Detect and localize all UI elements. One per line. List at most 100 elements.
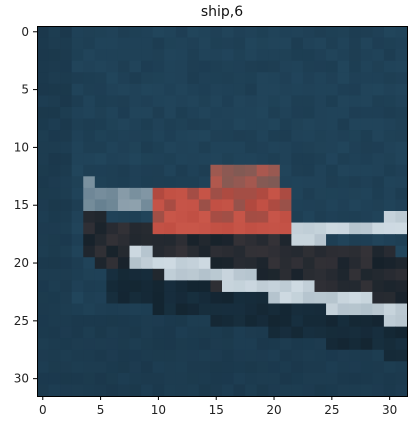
image-pixel	[37, 372, 50, 385]
image-pixel	[71, 245, 84, 258]
image-pixel	[37, 83, 50, 96]
image-pixel	[326, 291, 339, 304]
image-pixel	[83, 338, 96, 351]
image-pixel	[314, 372, 327, 385]
image-pixel	[326, 49, 339, 62]
image-pixel	[187, 60, 200, 73]
image-pixel	[372, 372, 385, 385]
image-pixel	[349, 211, 362, 224]
image-pixel	[302, 384, 315, 397]
image-pixel	[326, 95, 339, 108]
image-pixel	[245, 187, 258, 200]
image-pixel	[326, 141, 339, 154]
image-pixel	[268, 176, 281, 189]
image-pixel	[372, 187, 385, 200]
image-pixel	[175, 257, 188, 270]
image-pixel	[372, 303, 385, 316]
image-pixel	[279, 130, 292, 143]
image-pixel	[337, 72, 350, 85]
image-pixel	[187, 372, 200, 385]
image-pixel	[360, 326, 373, 339]
image-pixel	[48, 384, 61, 397]
image-pixel	[395, 118, 408, 131]
image-title: ship,6	[200, 4, 244, 20]
image-pixel	[164, 130, 177, 143]
image-pixel	[268, 326, 281, 339]
image-pixel	[291, 37, 304, 50]
image-pixel	[395, 83, 408, 96]
image-pixel	[268, 315, 281, 328]
image-pixel	[83, 372, 96, 385]
image-pixel	[175, 372, 188, 385]
image-pixel	[349, 315, 362, 328]
image-pixel	[245, 37, 258, 50]
image-pixel	[222, 72, 235, 85]
image-pixel	[291, 372, 304, 385]
image-pixel	[302, 26, 315, 39]
image-pixel	[175, 303, 188, 316]
image-pixel	[210, 83, 223, 96]
image-pixel	[383, 187, 396, 200]
image-pixel	[141, 83, 154, 96]
image-pixel	[383, 95, 396, 108]
image-pixel	[256, 106, 269, 119]
image-pixel	[279, 83, 292, 96]
image-pixel	[175, 153, 188, 166]
image-pixel	[37, 211, 50, 224]
x-axis: 0 5 10 15 20 25 30	[39, 396, 397, 417]
image-pixel	[256, 26, 269, 39]
image-pixel	[152, 361, 165, 374]
image-pixel	[337, 211, 350, 224]
image-pixel	[383, 176, 396, 189]
image-pixel	[360, 83, 373, 96]
image-pixel	[60, 338, 73, 351]
image-pixel	[129, 257, 142, 270]
image-pixel	[326, 303, 339, 316]
image-pixel	[129, 164, 142, 177]
image-pixel	[83, 257, 96, 270]
image-pixel	[337, 338, 350, 351]
image-pixel	[83, 106, 96, 119]
image-pixel	[279, 118, 292, 131]
image-pixel	[37, 164, 50, 177]
image-pixel	[175, 60, 188, 73]
image-pixel	[395, 95, 408, 108]
image-pixel	[198, 130, 211, 143]
image-pixel	[117, 176, 130, 189]
image-pixel	[129, 291, 142, 304]
image-pixel	[129, 49, 142, 62]
image-pixel	[349, 26, 362, 39]
image-pixel	[233, 176, 246, 189]
image-pixel	[383, 338, 396, 351]
image-pixel	[314, 326, 327, 339]
image-pixel	[291, 211, 304, 224]
image-pixel	[360, 106, 373, 119]
image-pixel	[314, 384, 327, 397]
image-pixel	[291, 60, 304, 73]
image-pixel	[48, 291, 61, 304]
image-pixel	[233, 372, 246, 385]
image-pixel	[302, 280, 315, 293]
image-pixel	[360, 176, 373, 189]
image-pixel	[94, 49, 107, 62]
image-pixel	[337, 26, 350, 39]
image-pixel	[94, 384, 107, 397]
image-pixel	[106, 49, 119, 62]
image-pixel	[187, 95, 200, 108]
image-pixel	[349, 141, 362, 154]
image-pixel	[245, 141, 258, 154]
image-pixel	[106, 26, 119, 39]
image-pixel	[337, 187, 350, 200]
image-pixel	[106, 153, 119, 166]
image-pixel	[129, 187, 142, 200]
image-pixel	[106, 187, 119, 200]
image-pixel	[164, 303, 177, 316]
image-pixel	[187, 153, 200, 166]
image-pixel	[152, 37, 165, 50]
image-pixel	[117, 141, 130, 154]
image-pixel	[175, 280, 188, 293]
image-pixel	[210, 118, 223, 131]
image-pixel	[129, 199, 142, 212]
image-pixel	[210, 245, 223, 258]
image-pixel	[349, 130, 362, 143]
